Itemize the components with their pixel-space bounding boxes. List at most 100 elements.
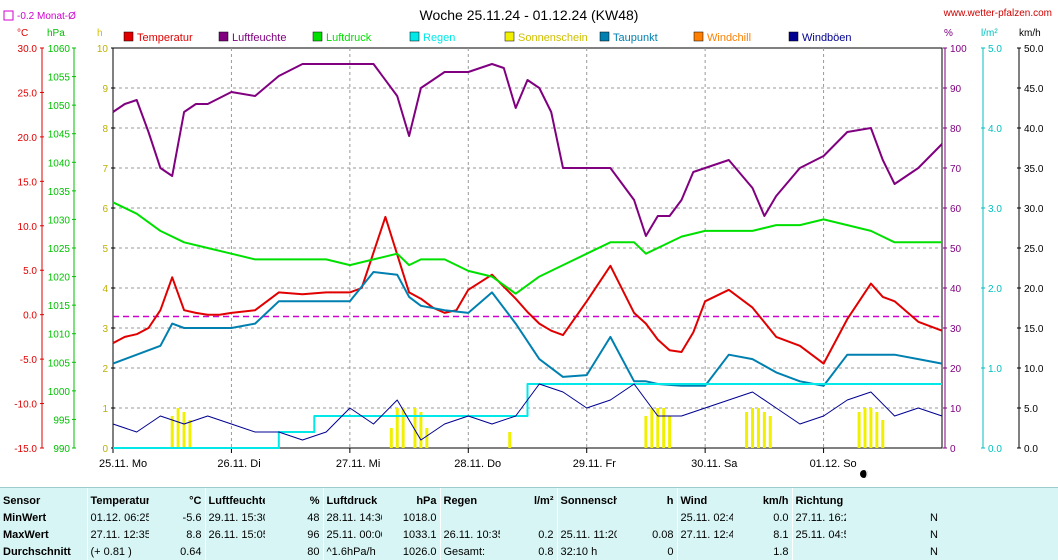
pressure-axis-label: 1025 [48,244,71,255]
series-line [112,201,942,295]
pressure-axis-label: 1000 [48,387,71,398]
legend-label: Taupunkt [613,32,658,44]
stats-header: Temperatur [86,488,149,509]
statistics-panel: Sensor Temperatur °C Luftfeuchte% Luftdruck h… [0,487,1058,560]
wind-axis-label: 25.0 [1024,244,1044,255]
legend-label: Windchill [707,32,751,44]
sunshine-bar [869,408,873,448]
statistics-table: Sensor Temperatur °C Luftfeuchte% Luftdruck h… [0,488,1058,560]
sun-axis-label: 0 [102,444,108,455]
stats-cell-value: 0.2 [538,528,554,541]
stats-header: Richtung [791,488,846,509]
stats-cell-time: 26.11. 10:35 [439,526,500,543]
stats-cell-value: 0.8 [538,545,554,558]
legend-swatch [123,31,134,42]
sunshine-bar [419,412,423,448]
monthly-avg-icon [3,10,14,21]
stats-cell-value [500,509,557,526]
sunshine-bar [751,408,755,448]
stats-header-unit: °C [189,494,202,507]
sun-axis-label: 10 [97,44,109,55]
legend-swatch [599,31,610,42]
sun-axis-label: 3 [102,324,108,335]
sunshine-bar [508,432,512,448]
temp-axis-label: -5.0 [20,355,38,366]
sun-axis-label: 4 [102,284,108,295]
stats-cell-value: N [930,545,938,558]
unit-humidity: % [944,28,953,39]
unit-pressure: hPa [47,28,65,39]
x-day-label: 01.12. So [810,458,857,470]
stats-cell-time [791,543,846,560]
sunshine-bar [857,412,861,448]
wind-axis-label: 5.0 [1024,404,1038,415]
stats-cell-time: 26.11. 15:05 [204,526,265,543]
stats-cell-value: 1.8 [773,545,789,558]
humidity-axis-label: 40 [950,284,962,295]
legend-label: Luftdruck [326,32,372,44]
sunshine-bar [182,412,186,448]
stats-cell-value [617,509,677,526]
stats-cell-time [204,543,265,560]
series-line [112,383,943,441]
humidity-axis-label: 10 [950,404,962,415]
stats-cell-time: 27.11. 12:35 [86,526,149,543]
wind-axis-label: 35.0 [1024,164,1044,175]
temp-axis-label: 25.0 [18,88,38,99]
x-day-label: 27.11. Mi [336,458,380,470]
legend-swatch [312,31,323,42]
temp-axis-label: 30.0 [18,44,38,55]
stats-cell-time: 01.12. 06:25 [86,509,149,526]
pressure-axis-label: 1030 [48,215,71,226]
stats-header-unit: l/m² [533,494,554,507]
sunshine-bar [650,408,654,448]
x-day-label: 26.11. Di [217,458,260,470]
sun-axis-label: 2 [102,364,108,375]
stats-cell-time [676,543,733,560]
sunshine-bar [662,408,666,448]
stats-header: Sonnenschein [556,488,617,509]
stats-cell-time: 25.11. 04:50 [791,526,846,543]
stats-header: Luftfeuchte [204,488,265,509]
stats-cell-time: 25.11. 11:20 [556,526,617,543]
humidity-axis-label: 0 [950,444,956,455]
humidity-axis-label: 30 [950,324,962,335]
humidity-axis-label: 60 [950,204,962,215]
legend-swatch [218,31,229,42]
pressure-axis-label: 1005 [48,358,71,369]
sunshine-bar [668,416,672,448]
rain-axis-label: 5.0 [988,44,1002,55]
legend-label: Windböen [802,32,852,44]
stats-cell-value: 48 [307,511,320,524]
stats-cell-value: 1026.0 [402,545,437,558]
unit-wind: km/h [1019,28,1041,39]
series-line [112,215,943,365]
stats-row: MinWert 01.12. 06:25 -5.6 29.11. 15:30 48 28.… [0,509,1058,526]
sunshine-bar [176,408,180,448]
stats-cell-time [556,509,617,526]
legend-swatch [409,31,420,42]
stats-cell-value: 8.1 [773,528,789,541]
stats-cell-time: ^1.6hPa/h [322,543,382,560]
wind-axis-label: 10.0 [1024,364,1044,375]
stats-cell-time: 25.11. 00:00 [322,526,382,543]
stats-cell-time: (+ 0.81 ) [86,543,149,560]
pressure-axis-label: 1010 [48,330,71,341]
sun-axis-label: 5 [102,244,108,255]
pressure-axis-label: 1015 [48,301,71,312]
rain-axis-label: 2.0 [988,284,1002,295]
stats-header: Regen [439,488,500,509]
humidity-axis-label: 20 [950,364,962,375]
temp-axis-label: 5.0 [23,266,37,277]
x-day-label: 30.11. Sa [691,458,738,470]
weather-chart: Woche 25.11.24 - 01.12.24 (KW48) www.wett… [3,7,1052,478]
wind-axis-label: 30.0 [1024,204,1044,215]
sunshine-bar [644,416,648,448]
stats-header-unit: hPa [416,494,437,507]
moon-phase-highlight [864,470,868,478]
stats-cell-value: 1018.0 [402,511,437,524]
stats-header-unit [846,488,941,509]
unit-sun: h [97,28,103,39]
sun-axis-label: 9 [102,84,108,95]
sun-axis-label: 8 [102,124,108,135]
